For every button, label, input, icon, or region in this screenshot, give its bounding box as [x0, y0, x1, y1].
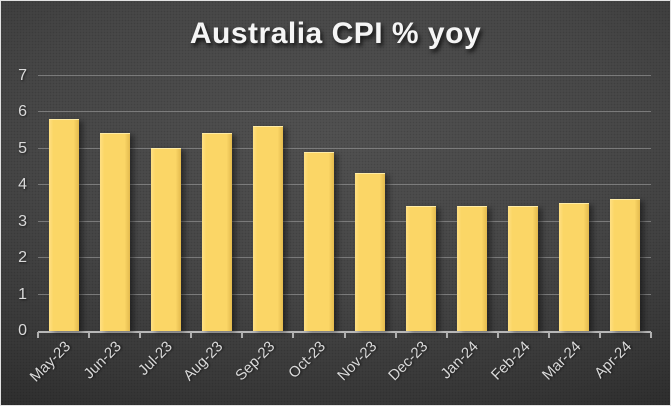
- x-axis-tick-mark: [190, 332, 193, 338]
- x-axis-tick-mark: [547, 332, 550, 338]
- y-axis-tick-label-5: 5: [18, 139, 27, 157]
- y-axis-tick-label-2: 2: [18, 249, 27, 267]
- bar-oct-23: [303, 151, 334, 331]
- y-axis-tick-label-0: 0: [18, 322, 27, 339]
- bar-aug-23: [201, 133, 232, 331]
- gridline-7: [38, 75, 651, 76]
- x-axis-tick-label-jan-24: Jan-24: [437, 338, 483, 383]
- x-axis-tick-mark: [496, 332, 499, 338]
- chart-title: Australia CPI % yoy: [189, 17, 482, 50]
- x-axis-tick-mark: [343, 332, 346, 338]
- gridline-2: [38, 257, 651, 259]
- x-axis-tick-mark: [445, 332, 448, 338]
- bar-apr-24: [610, 198, 641, 331]
- y-axis-tick-label-4: 4: [18, 176, 27, 194]
- x-axis-tick-mark: [88, 332, 91, 338]
- x-axis-tick-mark: [394, 332, 397, 338]
- y-axis-tick-label-7: 7: [18, 67, 27, 84]
- x-axis-tick-label-sep-23: Sep-23: [231, 338, 278, 385]
- bar-sep-23: [252, 126, 283, 331]
- y-axis-tick-label-6: 6: [18, 103, 27, 121]
- y-axis-tick-label-1: 1: [18, 285, 27, 303]
- x-axis-tick-label-feb-24: Feb-24: [487, 338, 534, 384]
- gridline-5: [38, 147, 651, 149]
- x-axis-tick-label-dec-23: Dec-23: [384, 338, 432, 385]
- bar-may-23: [48, 118, 79, 331]
- gridline-3: [38, 220, 651, 222]
- x-axis-tick-label-jul-23: Jul-23: [134, 338, 176, 379]
- y-axis-tick-label-3: 3: [18, 212, 27, 230]
- gridline-1: [38, 293, 651, 295]
- bar-mar-24: [559, 202, 590, 331]
- x-axis-tick-label-apr-24: Apr-24: [591, 338, 636, 382]
- x-axis-tick-mark: [650, 332, 652, 338]
- x-axis-tick-mark: [292, 332, 295, 338]
- x-axis-tick-label-mar-24: Mar-24: [538, 338, 585, 384]
- plot-area: [37, 75, 652, 338]
- gridline-4: [38, 184, 651, 186]
- bar-dec-23: [406, 206, 437, 331]
- x-axis-tick-mark: [241, 332, 244, 338]
- x-axis-tick-label-aug-23: Aug-23: [180, 338, 227, 385]
- bar-feb-24: [508, 206, 539, 331]
- bar-jan-24: [457, 206, 488, 331]
- x-axis-tick-label-may-23: May-23: [26, 338, 74, 386]
- x-axis-tick-label-nov-23: Nov-23: [333, 338, 381, 385]
- bar-jun-23: [99, 133, 130, 331]
- bar-nov-23: [355, 173, 386, 331]
- bar-jul-23: [150, 147, 181, 331]
- x-axis-tick-mark: [139, 332, 142, 338]
- x-axis-tick-label-jun-23: Jun-23: [80, 338, 125, 383]
- gridline-6: [38, 111, 651, 113]
- x-axis-tick-mark: [598, 332, 601, 338]
- x-axis-tick-mark: [37, 332, 39, 338]
- x-axis-tick-label-oct-23: Oct-23: [285, 338, 329, 382]
